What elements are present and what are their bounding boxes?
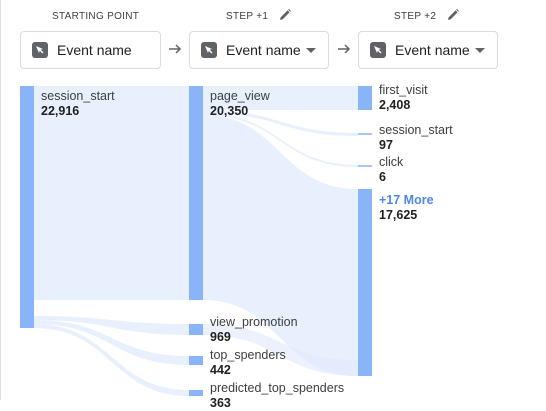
event-count: 22,916 <box>41 104 80 118</box>
step-1-selector[interactable]: Event name <box>189 31 329 69</box>
event-count: 442 <box>210 363 231 377</box>
selector-label: Event name <box>57 42 132 58</box>
path-flow-ribbons <box>34 86 358 396</box>
step-2-selector[interactable]: Event name <box>358 31 498 69</box>
event-count: 97 <box>379 138 393 152</box>
event-count: 969 <box>210 330 231 344</box>
pencil-icon[interactable] <box>446 8 460 22</box>
selector-label: Event name <box>395 42 470 58</box>
flow-session-start-to-view-promotion <box>34 316 189 335</box>
chevron-down-icon <box>475 48 485 53</box>
event-count: 2,408 <box>379 98 411 112</box>
panel-border <box>0 0 1 400</box>
more-events-link[interactable]: +17 More <box>379 193 434 207</box>
flow-page-view-to-session-start <box>203 110 358 136</box>
step-header-step-1: STEP +1 <box>226 11 269 22</box>
node-predicted-top-spenders[interactable] <box>189 390 203 396</box>
flow-session-start-to-page-view <box>34 86 189 300</box>
node-view-promotion[interactable] <box>189 324 203 335</box>
node-label: predicted_top_spenders 363 <box>210 381 344 411</box>
node-label: view_promotion 969 <box>210 315 298 345</box>
node-session-start-step2[interactable] <box>358 133 372 135</box>
arrow-right-icon <box>168 42 182 56</box>
node-label: click 6 <box>379 155 403 185</box>
event-count: 17,625 <box>379 208 418 222</box>
flow-view-promotion-to-more <box>203 324 358 376</box>
node-top-spenders[interactable] <box>189 356 203 365</box>
node-first-visit[interactable] <box>358 86 372 110</box>
node-label: page_view 20,350 <box>210 89 270 119</box>
event-name: first_visit <box>379 83 428 97</box>
selector-label: Event name <box>226 42 301 58</box>
event-name: predicted_top_spenders <box>210 381 345 395</box>
node-more-events[interactable] <box>358 189 372 376</box>
starting-point-selector[interactable]: Event name <box>20 31 161 69</box>
node-click[interactable] <box>358 165 372 167</box>
flow-session-start-to-predicted <box>34 324 189 396</box>
node-label[interactable]: +17 More 17,625 <box>379 193 434 223</box>
step-header-starting-point: STARTING POINT <box>52 11 140 22</box>
node-session-start[interactable] <box>20 86 34 328</box>
node-page-view[interactable] <box>189 86 203 300</box>
event-name: click <box>379 155 404 169</box>
flow-page-view-to-first-visit <box>203 86 358 110</box>
node-label: session_start 97 <box>379 123 453 153</box>
pencil-icon[interactable] <box>278 8 292 22</box>
event-count: 6 <box>379 170 386 184</box>
event-name: page_view <box>210 89 270 103</box>
event-name: session_start <box>379 123 453 137</box>
node-label: first_visit 2,408 <box>379 83 428 113</box>
event-name: view_promotion <box>210 315 298 329</box>
event-count: 20,350 <box>210 104 249 118</box>
event-name: top_spenders <box>210 348 286 362</box>
cursor-icon <box>370 42 386 58</box>
arrow-right-icon <box>337 42 351 56</box>
flow-page-view-to-click <box>203 113 358 167</box>
flow-session-start-to-top-spenders <box>34 320 189 365</box>
cursor-icon <box>201 42 217 58</box>
node-label: top_spenders 442 <box>210 348 286 378</box>
flow-page-view-to-more <box>203 115 358 376</box>
event-count: 363 <box>210 396 231 410</box>
cursor-icon <box>32 42 48 58</box>
step-header-step-2: STEP +2 <box>394 11 437 22</box>
chevron-down-icon <box>306 48 316 53</box>
node-label: session_start 22,916 <box>41 89 115 119</box>
event-name: session_start <box>41 89 115 103</box>
